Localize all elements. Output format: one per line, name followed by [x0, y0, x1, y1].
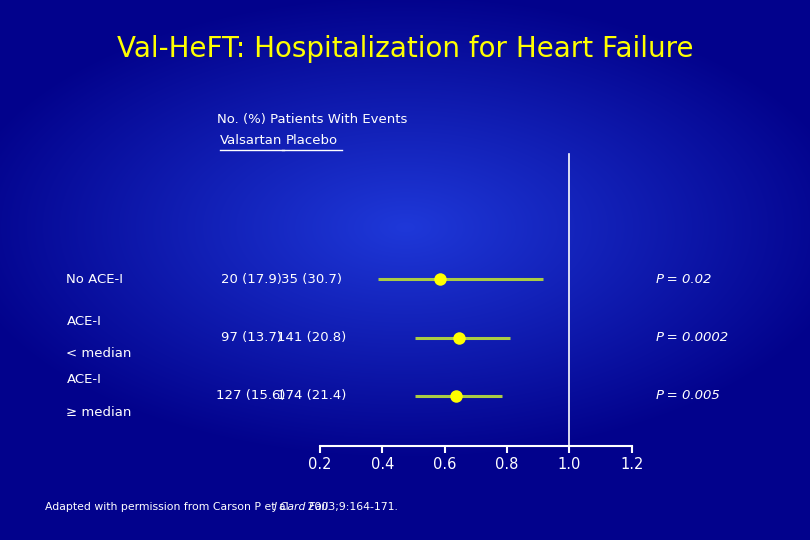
Text: ACE-I: ACE-I: [66, 315, 101, 328]
Text: Placebo: Placebo: [286, 134, 338, 147]
Text: Valsartan: Valsartan: [220, 134, 283, 147]
Text: No ACE-I: No ACE-I: [66, 273, 123, 286]
Text: 97 (13.7): 97 (13.7): [220, 331, 282, 344]
Text: ≥ median: ≥ median: [66, 406, 132, 419]
Text: 20 (17.9): 20 (17.9): [220, 273, 282, 286]
Text: Val-HeFT: Hospitalization for Heart Failure: Val-HeFT: Hospitalization for Heart Fail…: [117, 35, 693, 63]
Text: P = 0.02: P = 0.02: [656, 273, 711, 286]
Text: < median: < median: [66, 347, 132, 360]
Text: 127 (15.6): 127 (15.6): [216, 389, 286, 402]
Text: P = 0.005: P = 0.005: [656, 389, 720, 402]
Text: 35 (30.7): 35 (30.7): [281, 273, 343, 286]
Text: ACE-I: ACE-I: [66, 373, 101, 386]
Text: 2003;9:164-171.: 2003;9:164-171.: [304, 502, 398, 512]
Text: No. (%) Patients With Events: No. (%) Patients With Events: [217, 113, 407, 126]
Text: 141 (20.8): 141 (20.8): [277, 331, 347, 344]
Text: J Card Fail.: J Card Fail.: [274, 502, 332, 512]
Text: Adapted with permission from Carson P et al.: Adapted with permission from Carson P et…: [45, 502, 295, 512]
Text: 174 (21.4): 174 (21.4): [277, 389, 347, 402]
Text: P = 0.0002: P = 0.0002: [656, 331, 728, 344]
